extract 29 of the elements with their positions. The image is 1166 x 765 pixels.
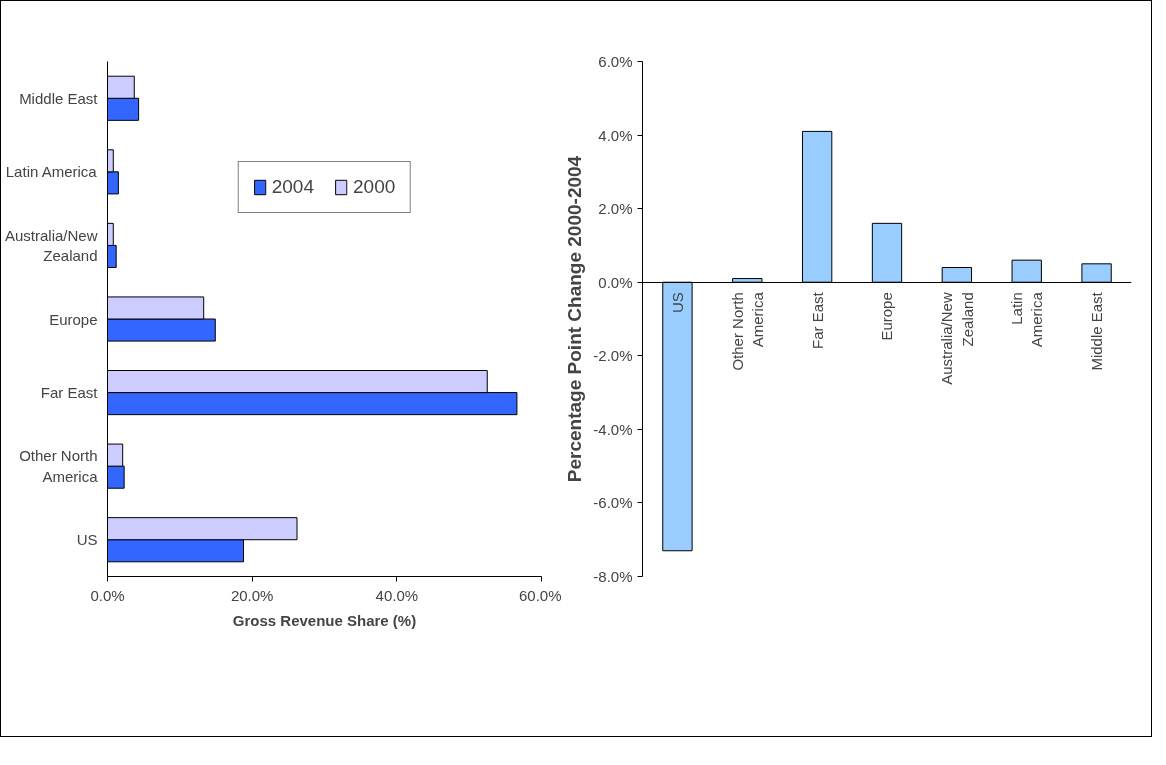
- y-tick-label: 6.0%: [598, 53, 633, 70]
- y-tick-label: Australia/New Zealand: [4, 226, 98, 265]
- y-tick-label: US: [76, 531, 98, 549]
- x-tick-label: 20.0%: [230, 586, 274, 604]
- x-axis-title: Gross Revenue Share (%): [232, 611, 417, 629]
- x-tick-label: 0.0%: [90, 586, 125, 604]
- y-tick-label: 0.0%: [598, 273, 633, 291]
- y-tick-label: -6.0%: [593, 494, 633, 512]
- x-tick-label: Latin America: [1008, 291, 1046, 348]
- y-tick-label: -8.0%: [593, 568, 633, 585]
- y-tick-label: Latin America: [5, 163, 98, 181]
- y-tick-label: Middle East: [19, 89, 99, 107]
- x-tick-label: Australia/New Zealand: [938, 292, 976, 385]
- y-axis-title: Percentage Point Change 2000-2004: [564, 155, 586, 483]
- y-tick-label: -4.0%: [593, 420, 633, 438]
- x-tick-label: Middle East: [1088, 291, 1106, 371]
- y-tick-label: -2.0%: [593, 347, 633, 365]
- x-tick-label: Europe: [878, 292, 896, 341]
- x-tick-label: Far East: [808, 291, 826, 349]
- y-tick-label: Far East: [40, 384, 99, 402]
- x-tick-label: 40.0%: [375, 586, 419, 604]
- y-tick-label: Other North America: [19, 447, 99, 485]
- x-tick-label: US: [668, 292, 686, 314]
- legend-label: 2004: [271, 176, 314, 198]
- y-tick-label: 2.0%: [598, 200, 633, 218]
- x-tick-label: Other North America: [728, 291, 766, 371]
- x-tick-label: 60.0%: [518, 586, 562, 604]
- legend-label: 2000: [353, 176, 396, 198]
- y-tick-label: 4.0%: [598, 126, 633, 144]
